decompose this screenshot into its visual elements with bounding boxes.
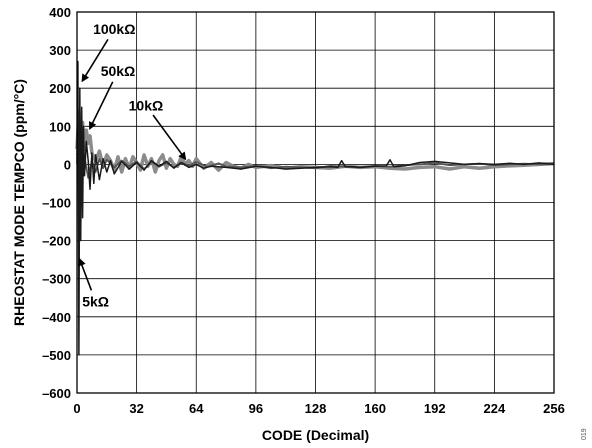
y-tick-label: 300 bbox=[49, 43, 71, 58]
y-tick-label: –600 bbox=[42, 386, 71, 401]
series-line bbox=[76, 60, 555, 356]
x-tick-label: 0 bbox=[73, 401, 80, 416]
x-tick-label: 256 bbox=[543, 401, 565, 416]
y-tick-labels: 400 300 200 100 0 –100 –200 –300 –400 –500 –600 bbox=[42, 5, 71, 401]
y-axis-label: RHEOSTAT MODE TEMPCO (ppm/°C) bbox=[11, 79, 27, 326]
annotation-label: 10kΩ bbox=[129, 97, 164, 113]
x-tick-label: 64 bbox=[189, 401, 204, 416]
y-tick-label: –500 bbox=[42, 348, 71, 363]
y-tick-label: –200 bbox=[42, 234, 71, 249]
annotation-arrow bbox=[78, 257, 93, 291]
figure-id: 019 bbox=[581, 428, 588, 440]
annotation-label: 50kΩ bbox=[101, 63, 136, 79]
series-lines bbox=[75, 60, 555, 356]
plot-frame bbox=[76, 11, 555, 394]
x-tick-label: 128 bbox=[305, 401, 327, 416]
x-tick-label: 192 bbox=[424, 401, 446, 416]
y-tick-label: –100 bbox=[42, 196, 71, 211]
annotation-arrow bbox=[81, 38, 109, 83]
x-tick-label: 224 bbox=[484, 401, 506, 416]
y-tick-label: 100 bbox=[49, 119, 71, 134]
y-tick-label: –400 bbox=[42, 310, 71, 325]
annotation-arrow bbox=[89, 81, 114, 131]
annotation-label: 100kΩ bbox=[93, 21, 135, 37]
series-line bbox=[75, 109, 555, 174]
annotation-arrow bbox=[152, 114, 187, 161]
y-tick-label: 400 bbox=[49, 5, 71, 20]
x-axis-label: CODE (Decimal) bbox=[262, 427, 369, 443]
x-tick-label: 160 bbox=[364, 401, 386, 416]
y-tick-label: –300 bbox=[42, 272, 71, 287]
y-tick-label: 200 bbox=[49, 81, 71, 96]
x-tick-label: 96 bbox=[249, 401, 263, 416]
x-tick-labels: 0 32 64 96 128 160 192 224 256 bbox=[73, 401, 564, 416]
grid bbox=[76, 11, 555, 394]
annotation-label: 5kΩ bbox=[82, 294, 109, 310]
x-tick-label: 32 bbox=[129, 401, 143, 416]
annotations: 100kΩ 50kΩ 10kΩ 5kΩ bbox=[78, 21, 187, 310]
y-tick-label: 0 bbox=[64, 157, 71, 172]
